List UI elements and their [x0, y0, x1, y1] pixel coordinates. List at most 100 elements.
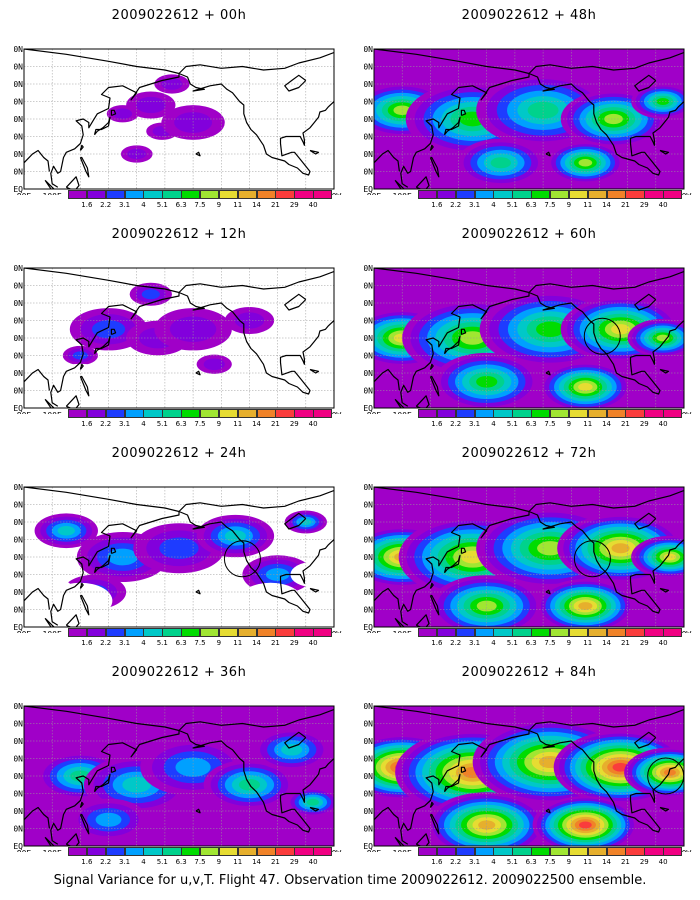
- colorbar-swatch: [218, 847, 239, 856]
- colorbar-swatch: [143, 409, 163, 418]
- variance-contour: [604, 113, 623, 125]
- colorbar-swatch: [256, 628, 276, 637]
- lat-label: EQ: [364, 185, 373, 194]
- coastline: [178, 729, 334, 833]
- coastline: [178, 489, 334, 512]
- lon-label: 100E: [43, 192, 62, 195]
- colorbar-swatch: [124, 628, 144, 637]
- coastline: [195, 589, 201, 595]
- colorbar-swatch: [200, 628, 220, 637]
- coastline: [284, 293, 307, 311]
- lon-label: 100E: [393, 411, 412, 414]
- coastline: [79, 801, 84, 808]
- colorbar-label: 29: [639, 420, 649, 428]
- colorbar-label: 5.1: [156, 420, 168, 428]
- coastline: [24, 487, 180, 626]
- lat-label: 60N: [364, 737, 373, 746]
- variance-contour: [611, 543, 630, 554]
- panel-title: 2009022612 + 24h: [111, 446, 247, 461]
- lat-label: 40N: [14, 553, 23, 562]
- colorbar-swatch: [587, 847, 608, 856]
- colorbar-label: 3.1: [118, 639, 131, 647]
- lat-label: 60N: [14, 737, 23, 746]
- lat-label: 40N: [14, 334, 23, 343]
- colorbar-swatch: [436, 409, 457, 418]
- variance-contour: [663, 769, 676, 776]
- colorbar-swatch: [625, 628, 645, 637]
- colorbar: 1.6 2.2 3.1 4 5.1 6.3 7.5 9 11 14 21 29 40: [418, 628, 683, 650]
- colorbar-swatch: [86, 847, 107, 856]
- coastline: [634, 293, 657, 311]
- panel-title: 2009022612 + 60h: [461, 227, 597, 242]
- coastline: [44, 617, 55, 627]
- variance-map: 80N70N60N50N40N30N20N10NEQ80E100E120E140…: [359, 264, 692, 420]
- coastline: [65, 176, 80, 189]
- coastline: [110, 766, 117, 774]
- lat-label: 60N: [364, 80, 373, 89]
- coastline: [528, 708, 684, 731]
- colorbar-label: 3.1: [468, 201, 481, 209]
- coastline: [195, 808, 201, 814]
- colorbar-swatch: [105, 190, 126, 199]
- coastline: [415, 614, 430, 627]
- colorbar-label: 9: [566, 201, 572, 209]
- colorbar-swatch: [625, 847, 645, 856]
- colorbar-label: 21: [620, 639, 630, 647]
- coastline: [110, 547, 117, 555]
- colorbar-label: 5.1: [156, 201, 168, 209]
- coastline: [178, 270, 334, 293]
- variance-contour: [306, 798, 319, 806]
- colorbar-swatch: [493, 628, 513, 637]
- colorbar-label: 9: [216, 858, 222, 866]
- lat-label: 40N: [364, 553, 373, 562]
- colorbar-swatch: [436, 190, 457, 199]
- variance-contour: [224, 530, 246, 542]
- colorbar-label: 21: [270, 639, 280, 647]
- variance-map: 80N70N60N50N40N30N20N10NEQ80E100E120E140…: [359, 702, 692, 858]
- variance-contour: [579, 821, 592, 829]
- variance-contour: [95, 812, 122, 827]
- colorbar-swatch: [105, 847, 126, 856]
- colorbar: 1.6 2.2 3.1 4 5.1 6.3 7.5 9 11 14 21 29 40: [68, 628, 333, 650]
- colorbar-swatch: [313, 190, 333, 199]
- variance-contour: [281, 743, 303, 756]
- colorbar-label: 4: [491, 420, 496, 428]
- colorbar-label: 5.1: [506, 639, 518, 647]
- coastline: [24, 368, 50, 394]
- lat-label: 40N: [364, 115, 373, 124]
- colorbar-label: 14: [602, 201, 612, 209]
- lat-label: 70N: [364, 282, 373, 291]
- colorbar-swatch: [474, 409, 494, 418]
- colorbar-swatch: [143, 847, 163, 856]
- coastline: [429, 813, 440, 835]
- colorbar-label: 11: [583, 858, 593, 866]
- colorbar-swatch: [237, 847, 258, 856]
- colorbar-swatch: [200, 190, 220, 199]
- colorbar-label: 3.1: [468, 858, 481, 866]
- variance-contour: [578, 159, 593, 167]
- colorbar-swatch: [568, 847, 589, 856]
- variance-contour: [57, 526, 75, 536]
- coastline: [24, 49, 180, 188]
- variance-contour: [159, 537, 199, 559]
- colorbar-label: 5.1: [506, 858, 518, 866]
- colorbar-label: 2.2: [100, 858, 112, 866]
- colorbar-swatch: [181, 847, 201, 856]
- colorbar-swatch: [474, 847, 494, 856]
- colorbar-label: 1.6: [81, 639, 93, 647]
- colorbar-swatch: [200, 847, 220, 856]
- colorbar-swatch: [418, 628, 438, 637]
- colorbar-swatch: [237, 190, 258, 199]
- variance-contour: [578, 602, 593, 610]
- lat-label: 60N: [364, 299, 373, 308]
- coastline: [429, 144, 434, 151]
- coastline: [93, 773, 111, 793]
- figure-caption: Signal Variance for u,v,T. Flight 47. Ob…: [53, 873, 647, 888]
- colorbar-label: 11: [233, 420, 243, 428]
- colorbar-swatch: [436, 628, 457, 637]
- coastline: [65, 833, 80, 846]
- colorbar-label: 14: [602, 858, 612, 866]
- lon-label: 80E: [367, 630, 382, 633]
- lat-label: 60N: [14, 299, 23, 308]
- coastline: [79, 363, 84, 370]
